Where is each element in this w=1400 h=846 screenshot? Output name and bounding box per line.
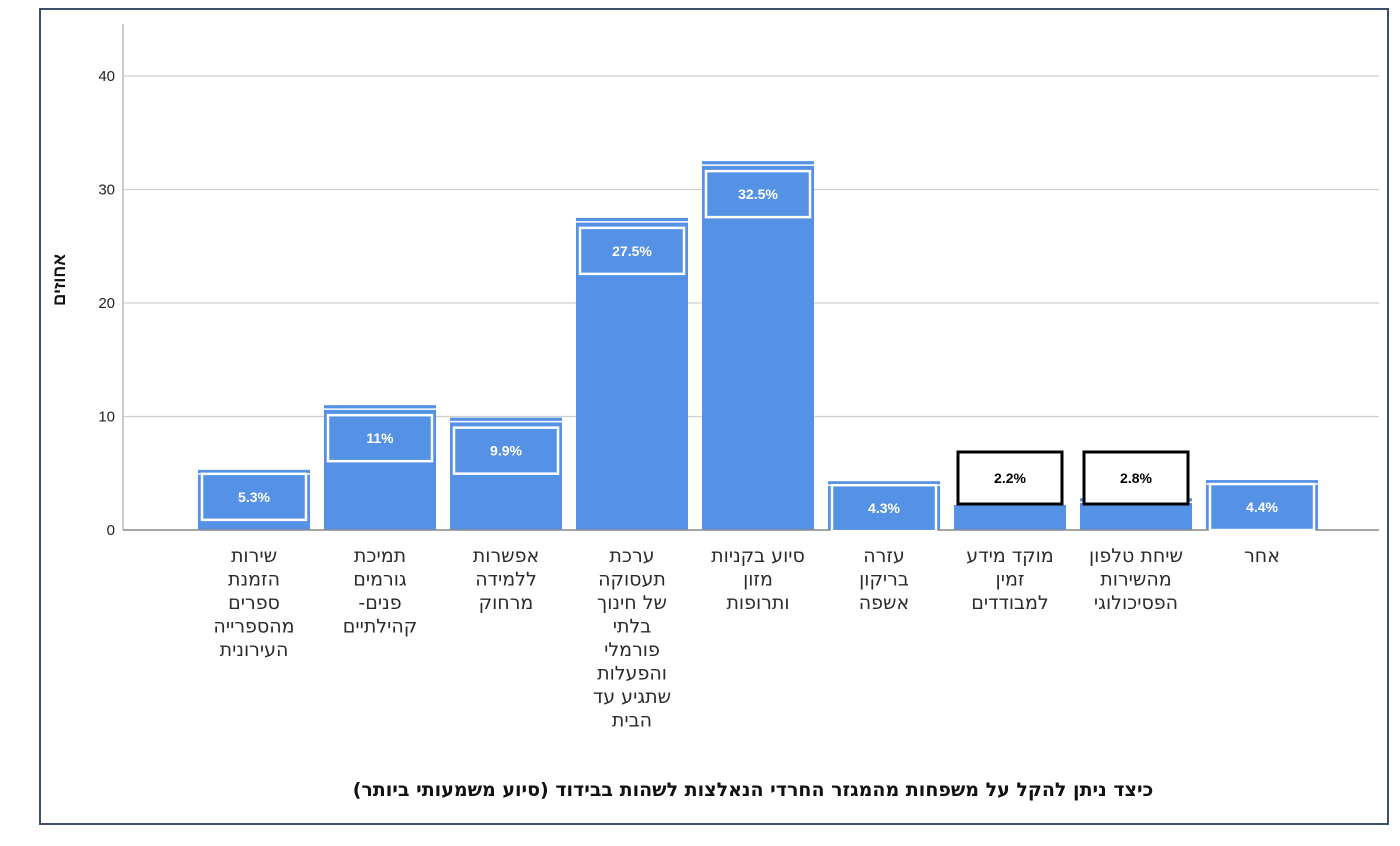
data-label: 2.2% <box>994 470 1026 486</box>
data-label-box <box>956 450 1064 506</box>
y-tick-label: 0 <box>107 522 115 539</box>
data-labels: 5.3% 11% 9.9% 27.5% 32.5% 4.3% 2.2% 2.8% 4.4% <box>200 169 1316 533</box>
category-label: סיוע בקניות מזון ותרופות <box>711 545 805 614</box>
bar <box>702 161 814 530</box>
category-label: תמיכת גורמים פנים-קהילתיים <box>343 545 418 638</box>
data-label-box <box>326 413 434 463</box>
data-label: 2.8% <box>1120 470 1152 486</box>
category-label: שיחת טלפון מהשירות הפסיכולוגי <box>1089 545 1183 614</box>
category-labels: שירות הזמנת ספרים מהספרייה העירונית תמיכת גורמ… <box>213 545 1280 732</box>
data-label: 11% <box>366 430 394 446</box>
chart-frame: 0 10 20 30 40 5.3% 11% 9.9% 27.5% 32.5% 4.3% 2.2% 2… <box>39 8 1389 825</box>
data-label-box <box>1082 450 1190 506</box>
data-label-box <box>830 483 938 533</box>
data-label-box <box>452 426 560 475</box>
category-label: ערכת תעסוקה של חינוך בלתי פורמלי והפעלות שתגיע… <box>593 545 671 732</box>
data-label-box <box>1208 482 1316 532</box>
data-label: 4.4% <box>1246 499 1278 515</box>
y-tick-labels: 0 10 20 30 40 <box>98 68 115 539</box>
bar <box>954 505 1066 530</box>
axes <box>122 24 1379 531</box>
data-label: 5.3% <box>238 489 270 505</box>
data-label: 32.5% <box>738 186 778 202</box>
data-label-box <box>704 169 812 219</box>
category-label: עזרה בריקון אשפה <box>859 545 909 614</box>
y-tick-label: 10 <box>98 409 115 426</box>
data-label: 4.3% <box>868 500 900 516</box>
data-label-box <box>578 226 686 276</box>
category-label: מוקד מידע זמין למבודדים <box>966 545 1053 614</box>
category-label: אפשרות ללמידה מרחוק <box>473 545 539 614</box>
y-tick-label: 40 <box>98 68 115 85</box>
y-tick-label: 30 <box>98 182 115 199</box>
bar-chart: 0 10 20 30 40 5.3% 11% 9.9% 27.5% 32.5% 4.3% 2.2% 2… <box>50 24 1379 801</box>
chart-title: כיצד ניתן להקל על משפחות מהמגזר החרדי הנ… <box>353 779 1154 801</box>
category-label: אחר <box>1244 545 1280 567</box>
data-label-box <box>200 472 308 522</box>
y-tick-label: 20 <box>98 295 115 312</box>
data-label: 27.5% <box>612 243 652 259</box>
category-label: שירות הזמנת ספרים מהספרייה העירונית <box>213 545 294 661</box>
data-label: 9.9% <box>490 443 522 459</box>
y-axis-label: אחוזים <box>50 254 69 306</box>
